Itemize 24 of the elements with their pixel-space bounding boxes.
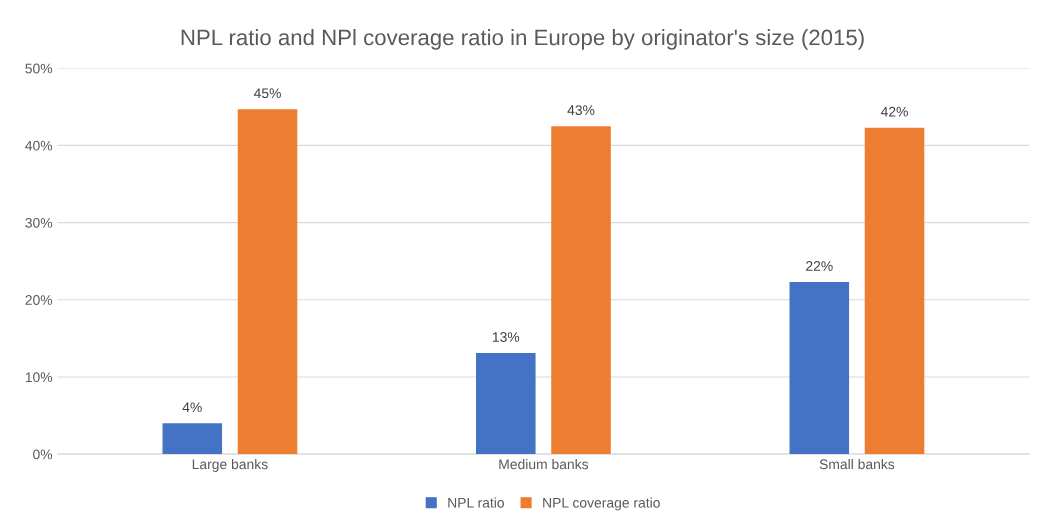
chart-title: NPL ratio and NPl coverage ratio in Europe by originator's size (2015) — [181, 29, 864, 50]
bar — [551, 126, 611, 455]
data-label: 22% — [806, 261, 833, 271]
legend-label: NPL ratio — [448, 497, 504, 508]
y-tick-label: 0% — [33, 449, 53, 460]
data-label: 13% — [492, 332, 520, 342]
data-label: 42% — [880, 106, 908, 117]
x-tick-label: Small banks — [819, 458, 895, 470]
bar — [237, 109, 298, 455]
y-tick-label: 40% — [25, 140, 53, 151]
bar — [162, 423, 223, 455]
y-tick-label: 10% — [25, 372, 53, 383]
data-label: 45% — [253, 88, 281, 99]
legend-label: NPL coverage ratio — [543, 497, 660, 511]
bar — [476, 353, 536, 455]
x-tick-label: Large banks — [192, 458, 268, 472]
data-label: 4% — [182, 402, 202, 413]
y-tick-label: 30% — [25, 217, 53, 228]
x-tick-label: Medium banks — [499, 458, 589, 470]
y-tick-label: 50% — [25, 63, 53, 74]
bar — [789, 282, 850, 455]
data-label: 43% — [567, 105, 595, 116]
bar — [864, 127, 925, 455]
y-tick-label: 20% — [25, 295, 53, 305]
